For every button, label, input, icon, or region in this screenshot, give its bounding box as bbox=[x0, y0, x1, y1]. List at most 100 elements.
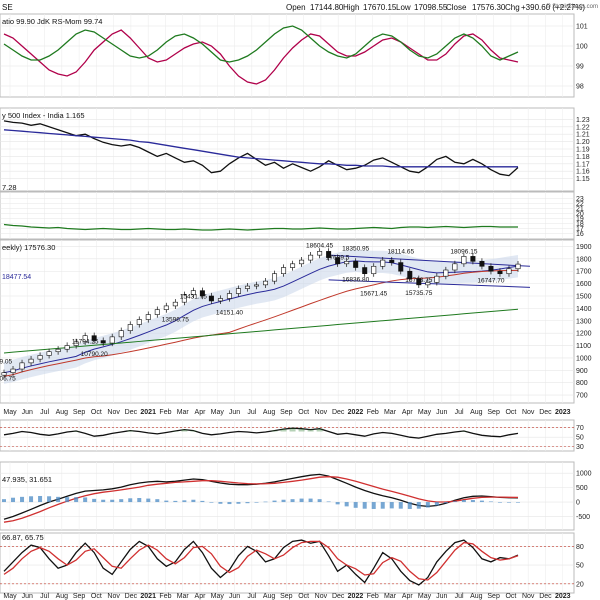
x-axis-label: Aug bbox=[263, 593, 276, 600]
candle-body bbox=[362, 267, 368, 275]
x-axis-label: Apr bbox=[195, 593, 207, 600]
x-axis-label: Dec bbox=[125, 593, 138, 600]
y-tick-label: 800 bbox=[576, 380, 588, 387]
macd-histogram-bar bbox=[245, 502, 250, 504]
x-axis-label: Nov bbox=[107, 593, 120, 600]
x-axis-label: Feb bbox=[159, 593, 171, 600]
x-axis-label: Jun bbox=[229, 409, 240, 416]
candle-body bbox=[28, 358, 34, 364]
candle-body bbox=[389, 259, 395, 263]
macd-histogram-bar bbox=[443, 502, 448, 504]
ma-blue-line bbox=[3, 260, 519, 374]
x-axis: May May Jun Jun Jul Jul Aug Aug Sep Sep Oct Oct Nov N… bbox=[3, 409, 570, 600]
macd-histogram-bar bbox=[173, 500, 178, 503]
x-axis-label: Nov bbox=[315, 593, 328, 600]
x-axis-label: Mar bbox=[177, 593, 190, 600]
macd-histogram-bar bbox=[470, 500, 475, 503]
macd-histogram-bar bbox=[479, 500, 484, 503]
candle-body bbox=[37, 355, 43, 360]
candle-body bbox=[136, 319, 142, 325]
macd-histogram-bar bbox=[398, 502, 403, 509]
x-axis-label: Aug bbox=[470, 593, 483, 600]
candle-body bbox=[226, 293, 232, 299]
candle-body bbox=[199, 290, 205, 297]
y-tick-label: 1600 bbox=[576, 281, 592, 288]
series-line-price-relative-1 bbox=[3, 129, 518, 168]
legend-stochastic: 66.87, 65.75 bbox=[2, 533, 44, 542]
y-tick-label: 1400 bbox=[576, 306, 592, 313]
candle-body bbox=[145, 314, 151, 320]
macd-histogram-bar bbox=[74, 497, 79, 503]
candle-body bbox=[208, 295, 214, 302]
y-tick-label: 20 bbox=[576, 211, 584, 218]
candle-body bbox=[479, 261, 485, 267]
x-axis-label: Dec bbox=[332, 409, 345, 416]
x-axis-label: 2023 bbox=[555, 409, 571, 416]
x-axis-label: Feb bbox=[159, 409, 171, 416]
y-tick-label: 700 bbox=[576, 393, 588, 400]
y-tick-label: 80 bbox=[576, 544, 584, 551]
symbol-fragment: SE bbox=[2, 3, 13, 12]
macd-histogram-bar bbox=[362, 502, 367, 509]
candle-body bbox=[154, 309, 160, 315]
x-axis-label: Sep bbox=[73, 409, 86, 416]
rsi-overbought-fill bbox=[127, 430, 134, 432]
legend-rs-ratio-momentum: atio 99.90 JdK RS-Mom 99.74 bbox=[2, 17, 102, 26]
y-tick-label: 1700 bbox=[576, 269, 592, 276]
x-axis-label: May bbox=[418, 593, 432, 600]
series-line-stochastic-1 bbox=[3, 540, 519, 581]
panel-stoch-frame bbox=[0, 532, 575, 594]
x-axis-label: Nov bbox=[522, 409, 535, 416]
x-axis-label: Mar bbox=[384, 409, 397, 416]
macd-histogram-bar bbox=[380, 502, 385, 509]
y-tick-label: 21 bbox=[576, 206, 584, 213]
x-axis-label: Dec bbox=[332, 593, 345, 600]
legend-macd: 47.935, 31.651 bbox=[2, 475, 52, 484]
price-annotation: 15671.45 bbox=[360, 291, 387, 298]
rsi-overbought-fill bbox=[181, 429, 188, 432]
macd-histogram-bar bbox=[371, 502, 376, 509]
x-axis-label: Oct bbox=[298, 593, 309, 600]
macd-histogram-bar bbox=[20, 496, 25, 503]
series-line-macd-1 bbox=[3, 476, 519, 523]
candle-body bbox=[10, 368, 16, 373]
candle-body bbox=[118, 330, 124, 338]
rsi-overbought-fill bbox=[298, 428, 305, 432]
macd-histogram-bar bbox=[290, 499, 295, 503]
x-axis-label: Nov bbox=[522, 593, 535, 600]
stockcharts-credit: © StockCharts.com bbox=[546, 3, 598, 10]
ma-red-line bbox=[3, 269, 519, 377]
x-axis-label: 2022 bbox=[348, 593, 364, 600]
candle-body bbox=[100, 340, 106, 344]
candle-body bbox=[506, 268, 512, 275]
open-label: Open bbox=[286, 3, 306, 12]
macd-histogram-bar bbox=[452, 501, 457, 503]
x-axis-label: Jul bbox=[247, 593, 256, 600]
macd-histogram-bar bbox=[317, 499, 322, 503]
y-axis-ticks: 10110099981.231.221.211.201.191.181.171.… bbox=[576, 24, 592, 589]
panel-green-frame bbox=[0, 191, 575, 240]
candle-body bbox=[353, 261, 359, 268]
y-tick-label: 99 bbox=[576, 64, 584, 71]
candle-body bbox=[299, 259, 305, 265]
y-tick-label: 1800 bbox=[576, 256, 592, 263]
x-axis-label: Jul bbox=[40, 593, 49, 600]
macd-histogram-bar bbox=[272, 500, 277, 503]
close-label: Close bbox=[446, 3, 467, 12]
macd-histogram-bar bbox=[308, 498, 313, 503]
price-annotations: 18604.45 18350.95 18114.65 18096.15 17639.5 1… bbox=[0, 242, 505, 382]
macd-histogram-bar bbox=[497, 502, 502, 503]
macd-histogram-bar bbox=[146, 498, 151, 503]
y-tick-label: 1.21 bbox=[576, 132, 590, 139]
y-tick-label: -500 bbox=[576, 514, 590, 521]
macd-histogram-bar bbox=[119, 499, 124, 503]
y-tick-label: 500 bbox=[576, 485, 588, 492]
panel-rs-frame bbox=[0, 13, 575, 98]
macd-histogram-bar bbox=[128, 498, 133, 503]
x-axis-label: Apr bbox=[402, 409, 414, 416]
candle-body bbox=[308, 254, 314, 261]
x-axis-label: Oct bbox=[298, 409, 309, 416]
series-line-stochastic-0 bbox=[3, 539, 519, 586]
price-annotation: 11794.25 bbox=[72, 339, 99, 346]
